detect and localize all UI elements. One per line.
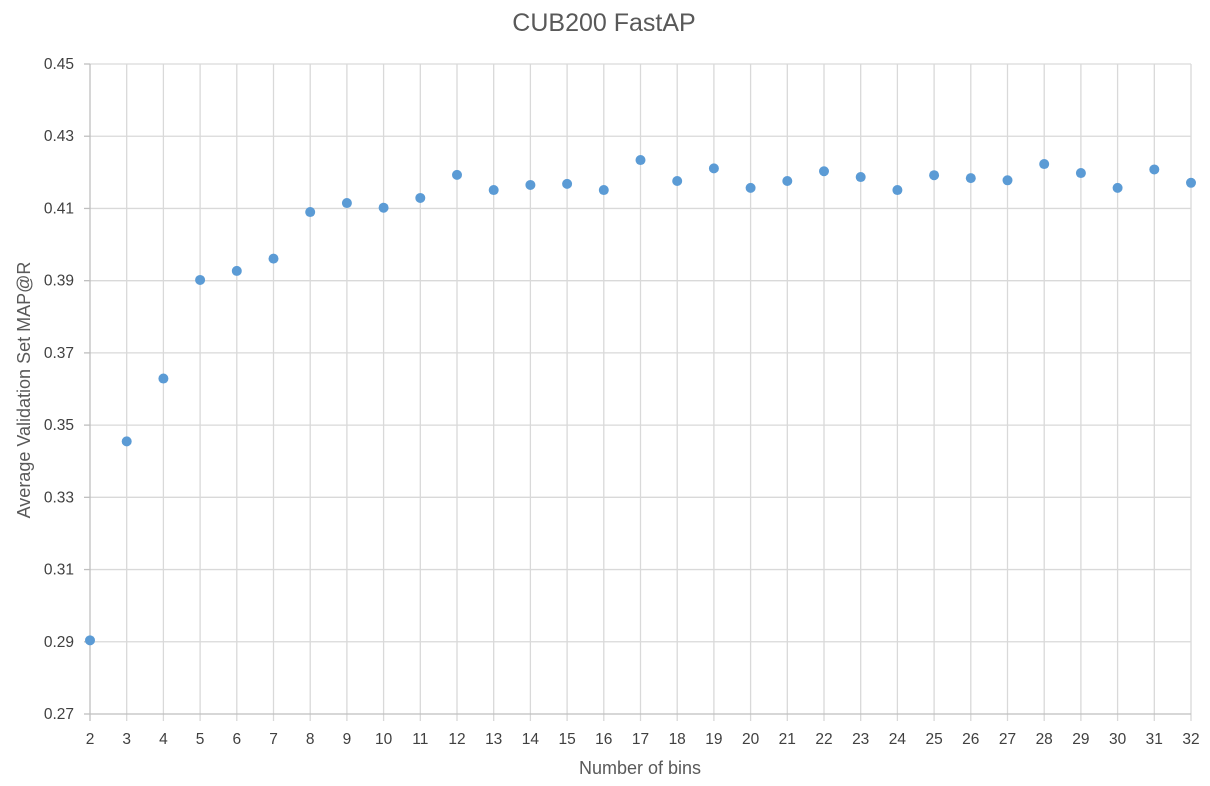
data-point — [1186, 177, 1196, 188]
x-tick-label: 13 — [485, 731, 502, 748]
data-point — [268, 253, 279, 264]
x-tick-label: 8 — [306, 731, 315, 748]
x-tick-label: 21 — [779, 731, 796, 748]
data-point — [85, 635, 95, 646]
x-tick-label: 28 — [1036, 731, 1053, 748]
y-tick-labels: 0.27 0.29 0.31 0.33 0.35 0.37 0.39 0.41 0.43 0.45 — [44, 56, 74, 723]
data-point — [782, 176, 793, 186]
y-tick-label: 0.45 — [44, 56, 74, 73]
data-point — [305, 207, 316, 218]
data-point — [231, 265, 242, 276]
data-point — [1149, 164, 1160, 175]
y-tick-label: 0.27 — [44, 706, 74, 723]
x-tick-label: 14 — [522, 731, 540, 748]
data-point — [965, 173, 976, 184]
x-tick-labels: 2 3 4 5 6 7 8 9 10 11 12 13 14 15 16 17 18 19 20 21 22 23 24 25… — [86, 731, 1200, 748]
data-points — [85, 155, 1196, 646]
x-tick-label: 24 — [889, 731, 907, 748]
x-tick-label: 7 — [269, 731, 278, 748]
x-tick-label: 9 — [343, 731, 352, 748]
x-tick-label: 11 — [412, 731, 428, 748]
data-point — [415, 192, 426, 203]
data-point — [745, 182, 756, 193]
x-tick-label: 19 — [705, 731, 722, 748]
x-tick-label: 12 — [448, 731, 465, 748]
x-tick-label: 4 — [159, 731, 168, 748]
data-point — [635, 155, 646, 166]
chart-title: CUB200 FastAP — [512, 9, 695, 37]
data-point — [341, 198, 352, 209]
data-point — [562, 178, 573, 189]
y-tick-label: 0.29 — [44, 634, 74, 651]
data-point — [892, 185, 903, 196]
x-tick-label: 3 — [122, 731, 131, 748]
data-point — [488, 185, 499, 196]
x-axis-title: Number of bins — [579, 758, 701, 778]
y-tick-label: 0.41 — [44, 200, 74, 217]
y-tick-label: 0.39 — [44, 273, 74, 290]
x-tick-label: 6 — [232, 731, 241, 748]
x-tick-label: 2 — [86, 731, 95, 748]
data-point — [1112, 182, 1123, 193]
x-tick-label: 10 — [375, 731, 393, 748]
x-tick-label: 23 — [852, 731, 869, 748]
y-tick-label: 0.35 — [44, 417, 74, 434]
x-tick-label: 26 — [962, 731, 979, 748]
data-point — [195, 274, 206, 285]
y-axis-title: Average Validation Set MAP@R — [14, 262, 34, 519]
y-tick-label: 0.31 — [44, 562, 74, 579]
data-point — [378, 202, 389, 213]
data-point — [855, 172, 866, 183]
x-tick-label: 5 — [196, 731, 205, 748]
x-tick-label: 31 — [1146, 731, 1163, 748]
data-point — [672, 176, 683, 186]
x-tick-label: 25 — [925, 731, 942, 748]
x-tick-label: 27 — [999, 731, 1016, 748]
data-point — [1039, 159, 1050, 170]
x-tick-label: 20 — [742, 731, 760, 748]
x-tick-label: 30 — [1109, 731, 1127, 748]
x-tick-label: 18 — [669, 731, 686, 748]
data-point — [708, 163, 719, 174]
y-tick-label: 0.43 — [44, 128, 74, 145]
axes — [84, 63, 1191, 721]
data-point — [819, 166, 829, 177]
x-tick-label: 17 — [632, 731, 649, 748]
y-tick-label: 0.37 — [44, 345, 74, 362]
x-tick-label: 16 — [595, 731, 612, 748]
data-point — [929, 170, 940, 181]
grid — [90, 63, 1192, 721]
x-tick-label: 15 — [558, 731, 575, 748]
data-point — [121, 436, 132, 447]
y-tick-label: 0.33 — [44, 489, 74, 506]
x-tick-label: 32 — [1182, 731, 1199, 748]
data-point — [1075, 168, 1086, 179]
data-point — [452, 169, 462, 180]
x-tick-label: 29 — [1072, 731, 1089, 748]
data-point — [598, 185, 609, 196]
x-tick-label: 22 — [815, 731, 832, 748]
data-point — [1002, 175, 1013, 186]
data-point — [525, 179, 536, 190]
data-point — [158, 373, 169, 384]
